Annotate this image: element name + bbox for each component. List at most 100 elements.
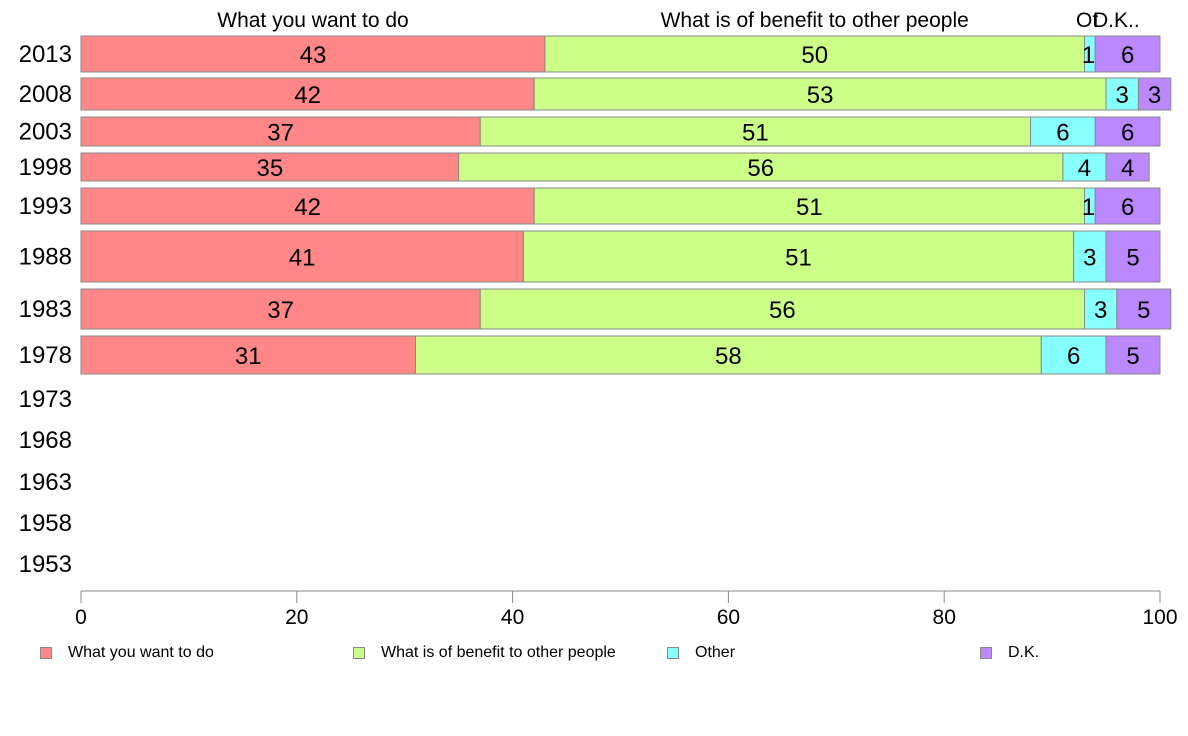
year-label: 2013 <box>19 41 72 68</box>
legend-label: What you want to do <box>68 644 214 661</box>
bar-segment <box>1137 77 1172 111</box>
data-label: 4 <box>1121 155 1134 182</box>
legend-item: Other <box>667 644 735 662</box>
column-header-1: What you want to do <box>217 9 408 32</box>
stacked-bar-chart: What you want to do What is of benefit to… <box>19 9 1178 629</box>
data-label: 51 <box>796 194 823 221</box>
bar-segment <box>1094 187 1161 225</box>
data-label: 35 <box>256 155 283 182</box>
year-label: 1973 <box>19 386 72 413</box>
legend-item: D.K. <box>980 644 1039 662</box>
year-label: 2008 <box>19 81 72 108</box>
data-label: 5 <box>1137 297 1150 324</box>
bar-segment <box>80 77 535 111</box>
data-label: 56 <box>769 297 796 324</box>
x-tick-label: 60 <box>717 606 740 629</box>
bar-segment <box>1105 230 1161 283</box>
legend-item: What you want to do <box>40 644 214 662</box>
year-label: 1978 <box>19 342 72 369</box>
legend-swatch <box>667 647 679 659</box>
bar-segment <box>80 152 460 182</box>
data-label: 42 <box>294 194 321 221</box>
data-label: 50 <box>801 42 828 69</box>
bar-segment <box>1094 35 1161 73</box>
bar-segment <box>80 288 481 330</box>
data-label: 31 <box>235 343 262 370</box>
year-axis-labels: 2013 2008 2003 1998 1993 1988 1983 1978 1973 1968… <box>19 41 72 578</box>
data-label: 3 <box>1083 245 1096 272</box>
year-label: 1988 <box>19 244 72 271</box>
data-label: 6 <box>1056 120 1069 147</box>
year-label: 2003 <box>19 119 72 146</box>
data-label: 51 <box>742 120 769 147</box>
legend-swatch <box>353 647 365 659</box>
data-label: 5 <box>1126 343 1139 370</box>
data-label: 3 <box>1094 297 1107 324</box>
data-label: 51 <box>785 245 812 272</box>
column-header-4: D.K.. <box>1093 9 1140 32</box>
data-label: 6 <box>1121 194 1134 221</box>
data-label: 1 <box>1082 42 1095 69</box>
bar-segment <box>80 335 416 375</box>
data-label: 6 <box>1121 120 1134 147</box>
bar-segment <box>80 116 481 147</box>
bar-segment <box>479 288 1085 330</box>
data-label: 56 <box>747 155 774 182</box>
x-tick-label: 80 <box>933 606 956 629</box>
bars: 43 50 1 642 53 3 337 51 6 635 56 4 442 51 1 641 51 3 537 56… <box>80 35 1172 375</box>
bar-segment <box>533 77 1107 111</box>
bar-segment <box>1116 288 1172 330</box>
data-label: 43 <box>300 42 327 69</box>
legend: What you want to do What is of benefit to… <box>0 644 1188 668</box>
bar-segment <box>1105 152 1150 182</box>
year-label: 1983 <box>19 296 72 323</box>
year-label: 1958 <box>19 510 72 537</box>
data-label: 58 <box>715 343 742 370</box>
year-label: 1968 <box>19 427 72 454</box>
column-header-3: Ot <box>1076 9 1098 32</box>
data-label: 41 <box>289 245 316 272</box>
x-tick-label: 100 <box>1142 606 1177 629</box>
bar-segment <box>1094 116 1161 147</box>
x-axis: 0 20 40 60 80 100 <box>75 590 1178 629</box>
year-label: 1998 <box>19 154 72 181</box>
year-label: 1963 <box>19 469 72 496</box>
data-label: 4 <box>1078 155 1091 182</box>
data-label: 37 <box>267 297 294 324</box>
data-label: 3 <box>1116 82 1129 109</box>
legend-swatch <box>980 647 992 659</box>
bar-segment <box>1073 230 1107 283</box>
legend-label: D.K. <box>1008 644 1040 661</box>
bar-segment <box>522 230 1075 283</box>
data-label: 42 <box>294 82 321 109</box>
data-label: 1 <box>1082 194 1095 221</box>
data-label: 6 <box>1121 42 1134 69</box>
bar-segment <box>544 35 1085 73</box>
x-tick-label: 20 <box>285 606 308 629</box>
bar-segment <box>80 187 535 225</box>
bar-segment <box>533 187 1085 225</box>
bar-segment <box>1105 77 1139 111</box>
bar-segment <box>1040 335 1107 375</box>
year-label: 1993 <box>19 193 72 220</box>
bar-segment <box>1083 288 1118 330</box>
data-label: 6 <box>1067 343 1080 370</box>
bar-segment <box>80 230 524 283</box>
column-headers: What you want to do What is of benefit to… <box>217 9 1139 32</box>
year-label: 1953 <box>19 551 72 578</box>
x-tick-label: 40 <box>501 606 524 629</box>
x-tick-label: 0 <box>75 606 87 629</box>
bar-segment <box>414 335 1042 375</box>
data-label: 37 <box>267 120 294 147</box>
legend-label: What is of benefit to other people <box>381 644 616 661</box>
bar-segment <box>479 116 1032 147</box>
data-label: 53 <box>807 82 834 109</box>
column-header-2: What is of benefit to other people <box>661 9 969 32</box>
data-label: 3 <box>1148 82 1161 109</box>
legend-swatch <box>40 647 52 659</box>
bar-segment <box>458 152 1064 182</box>
data-label: 5 <box>1126 245 1139 272</box>
bar-segment <box>1105 335 1161 375</box>
legend-item: What is of benefit to other people <box>353 644 616 662</box>
legend-label: Other <box>695 644 736 661</box>
